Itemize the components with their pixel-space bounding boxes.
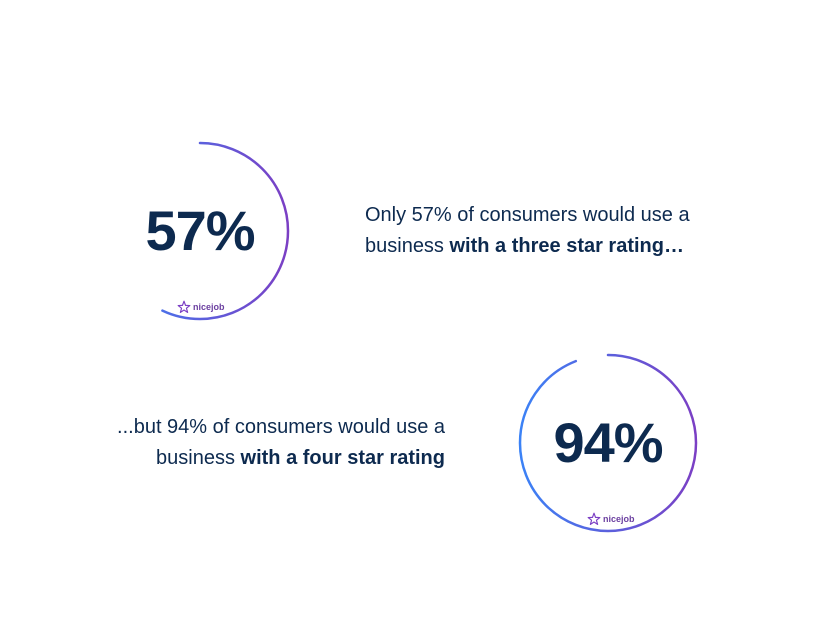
caption-bold-text: with a three star rating… bbox=[449, 235, 685, 257]
caption-line-2: business with a three star rating… bbox=[365, 231, 690, 262]
progress-ring bbox=[518, 353, 698, 533]
progress-ring bbox=[110, 141, 290, 321]
caption-bold-text: with a four star rating bbox=[240, 447, 445, 469]
brand-logo: nicejob bbox=[177, 300, 225, 314]
nicejob-star-icon bbox=[177, 300, 191, 314]
stat-value: 57% bbox=[145, 199, 255, 262]
progress-ring-arc bbox=[110, 141, 290, 321]
caption-plain-text: business bbox=[156, 447, 241, 469]
stat-94-percent: 94% nicejob bbox=[513, 348, 703, 538]
brand-name: nicejob bbox=[603, 514, 635, 524]
stat-caption: ...but 94% of consumers would use a busi… bbox=[117, 412, 445, 474]
stat-value: 94% bbox=[553, 411, 663, 474]
brand-name: nicejob bbox=[193, 302, 225, 312]
caption-line-1: ...but 94% of consumers would use a bbox=[117, 416, 445, 438]
progress-ring-arc bbox=[518, 353, 698, 533]
brand-logo: nicejob bbox=[587, 512, 635, 526]
stat-57-percent: 57% nicejob bbox=[105, 136, 295, 326]
stat-caption: Only 57% of consumers would use a busine… bbox=[365, 200, 690, 262]
nicejob-star-icon bbox=[587, 512, 601, 526]
caption-line-2: business with a four star rating bbox=[117, 443, 445, 474]
caption-plain-text: business bbox=[365, 235, 450, 257]
caption-line-1: Only 57% of consumers would use a bbox=[365, 204, 690, 226]
